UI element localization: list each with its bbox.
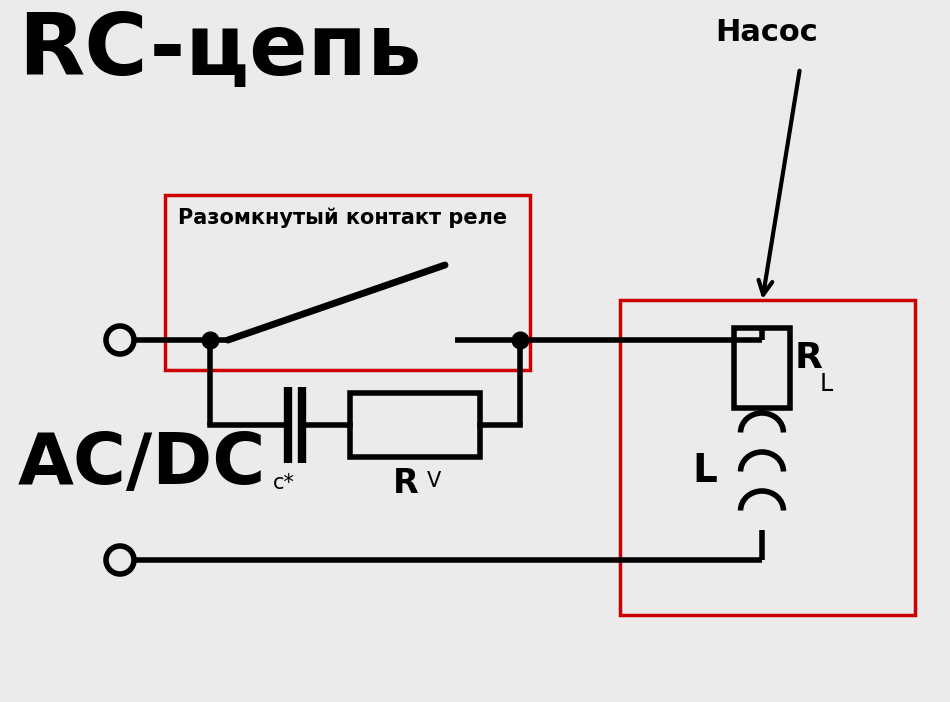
Bar — [165, 195, 530, 370]
Text: c*: c* — [273, 473, 294, 493]
Text: L: L — [692, 453, 717, 491]
Bar — [620, 300, 915, 615]
Text: R: R — [393, 467, 419, 500]
Text: R: R — [795, 341, 823, 375]
Text: Разомкнутый контакт реле: Разомкнутый контакт реле — [178, 208, 507, 228]
Bar — [734, 328, 790, 408]
Text: L: L — [820, 372, 833, 396]
Text: AC/DC: AC/DC — [18, 430, 266, 499]
Text: RC-цепь: RC-цепь — [18, 10, 422, 93]
Text: V: V — [427, 471, 441, 491]
Bar — [350, 393, 480, 457]
Text: Насос: Насос — [715, 18, 818, 47]
